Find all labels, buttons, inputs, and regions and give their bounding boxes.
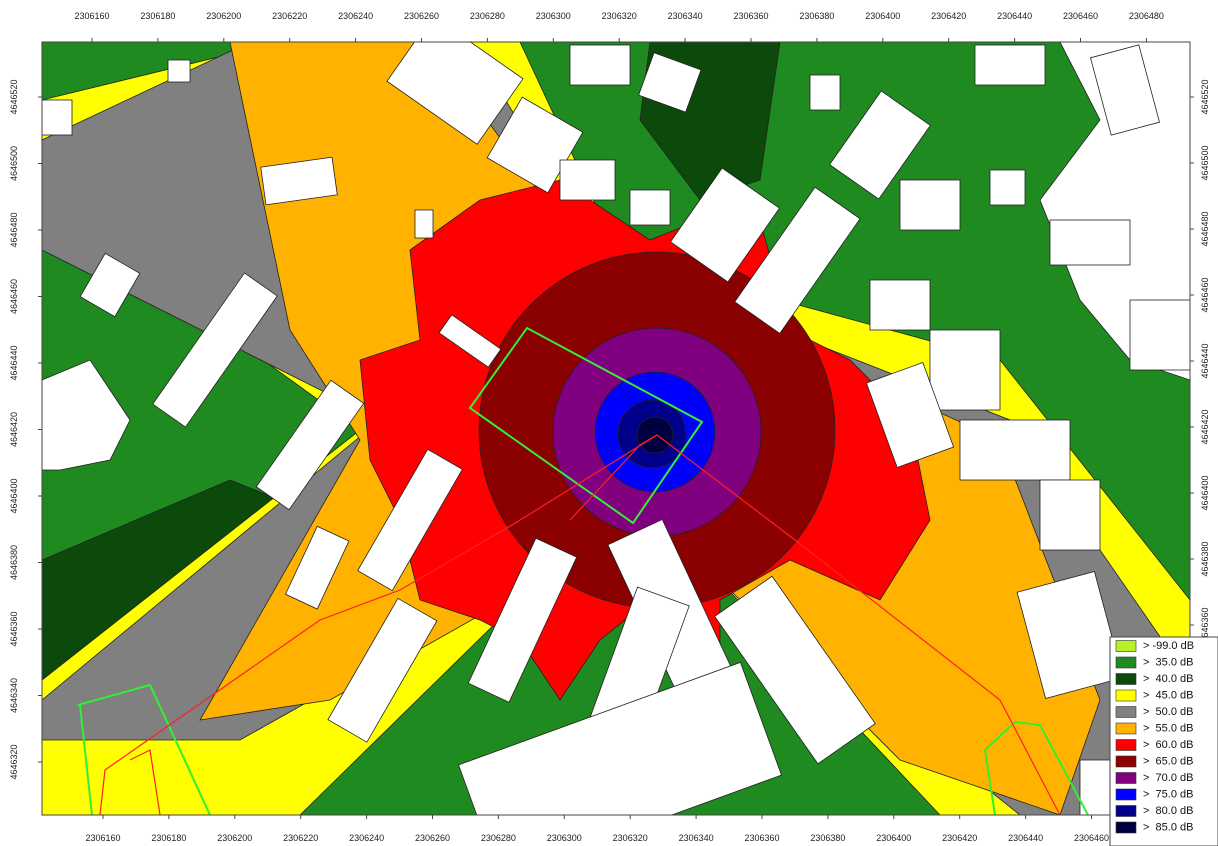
x-tick-label: 2306460 [1074, 833, 1109, 843]
x-tick-label: 2306320 [613, 833, 648, 843]
x-tick-label: 2306260 [415, 833, 450, 843]
x-tick-label: 2306280 [481, 833, 516, 843]
y-tick-label: 4646420 [1200, 409, 1210, 444]
legend-label: > 50.0 dB [1143, 706, 1193, 718]
legend-swatch [1115, 805, 1137, 817]
y-tick-label: 4646400 [1200, 475, 1210, 510]
y-tick-label: 4646360 [1200, 607, 1210, 642]
x-tick-label: 2306360 [733, 11, 768, 21]
x-tick-label: 2306240 [349, 833, 384, 843]
legend-label: > 35.0 dB [1143, 656, 1193, 668]
x-tick-label: 2306440 [1008, 833, 1043, 843]
legend-swatch [1115, 821, 1137, 834]
legend-swatch [1115, 689, 1137, 702]
legend-swatch [1115, 739, 1137, 751]
y-tick-label: 4646520 [1200, 79, 1210, 114]
x-tick-label: 2306480 [1129, 11, 1164, 21]
legend-swatch [1115, 706, 1137, 718]
legend-label: > 60.0 dB [1143, 739, 1193, 751]
x-tick-label: 2306200 [206, 11, 241, 21]
legend: > -99.0 dB > 35.0 dB > 40.0 dB > 45.0 dB > 5… [1109, 636, 1218, 846]
legend-label: > 55.0 dB [1143, 722, 1193, 734]
x-tick-label: 2306340 [679, 833, 714, 843]
x-tick-label: 2306280 [470, 11, 505, 21]
x-tick-label: 2306360 [744, 833, 779, 843]
x-tick-label: 2306340 [668, 11, 703, 21]
legend-swatch [1115, 656, 1137, 669]
y-tick-label: 4646360 [9, 611, 19, 646]
y-tick-label: 4646320 [9, 744, 19, 779]
legend-label: > 85.0 dB [1143, 821, 1193, 833]
legend-label: > 70.0 dB [1143, 772, 1193, 784]
y-tick-label: 4646420 [9, 412, 19, 447]
y-tick-label: 4646480 [1200, 211, 1210, 246]
y-tick-label: 4646380 [1200, 541, 1210, 576]
y-tick-label: 4646460 [9, 279, 19, 314]
legend-label: > 65.0 dB [1143, 755, 1193, 767]
x-tick-label: 2306400 [865, 11, 900, 21]
legend-label: > 45.0 dB [1143, 689, 1193, 701]
y-tick-label: 4646460 [1200, 277, 1210, 312]
y-tick-label: 4646380 [9, 545, 19, 580]
x-tick-label: 2306200 [217, 833, 252, 843]
x-tick-label: 2306160 [74, 11, 109, 21]
x-tick-label: 2306420 [942, 833, 977, 843]
y-tick-label: 4646340 [9, 678, 19, 713]
legend-swatch [1115, 772, 1137, 784]
x-tick-label: 2306300 [547, 833, 582, 843]
x-tick-label: 2306460 [1063, 11, 1098, 21]
y-tick-label: 4646500 [9, 146, 19, 181]
x-tick-label: 2306440 [997, 11, 1032, 21]
x-tick-label: 2306220 [283, 833, 318, 843]
y-tick-label: 4646500 [1200, 145, 1210, 180]
x-tick-label: 2306180 [140, 11, 175, 21]
legend-swatch [1115, 640, 1137, 652]
map-frame [41, 41, 1191, 816]
x-tick-label: 2306400 [876, 833, 911, 843]
legend-label: > -99.0 dB [1143, 640, 1194, 652]
x-tick-label: 2306160 [85, 833, 120, 843]
y-tick-label: 4646440 [1200, 343, 1210, 378]
x-tick-label: 2306220 [272, 11, 307, 21]
noise-map [42, 42, 1190, 815]
y-tick-label: 4646440 [9, 345, 19, 380]
y-tick-label: 4646480 [9, 212, 19, 247]
legend-label: > 40.0 dB [1143, 673, 1193, 685]
x-tick-label: 2306260 [404, 11, 439, 21]
legend-swatch [1115, 788, 1137, 801]
legend-swatch [1115, 755, 1137, 768]
y-tick-label: 4646520 [9, 79, 19, 114]
legend-label: > 75.0 dB [1143, 788, 1193, 800]
x-tick-label: 2306300 [536, 11, 571, 21]
x-tick-label: 2306320 [602, 11, 637, 21]
y-tick-label: 4646400 [9, 478, 19, 513]
x-tick-label: 2306240 [338, 11, 373, 21]
x-tick-label: 2306420 [931, 11, 966, 21]
legend-label: > 80.0 dB [1143, 805, 1193, 817]
legend-swatch [1115, 673, 1137, 685]
legend-swatch [1115, 722, 1137, 735]
x-tick-label: 2306380 [799, 11, 834, 21]
x-tick-label: 2306180 [151, 833, 186, 843]
x-tick-label: 2306380 [810, 833, 845, 843]
